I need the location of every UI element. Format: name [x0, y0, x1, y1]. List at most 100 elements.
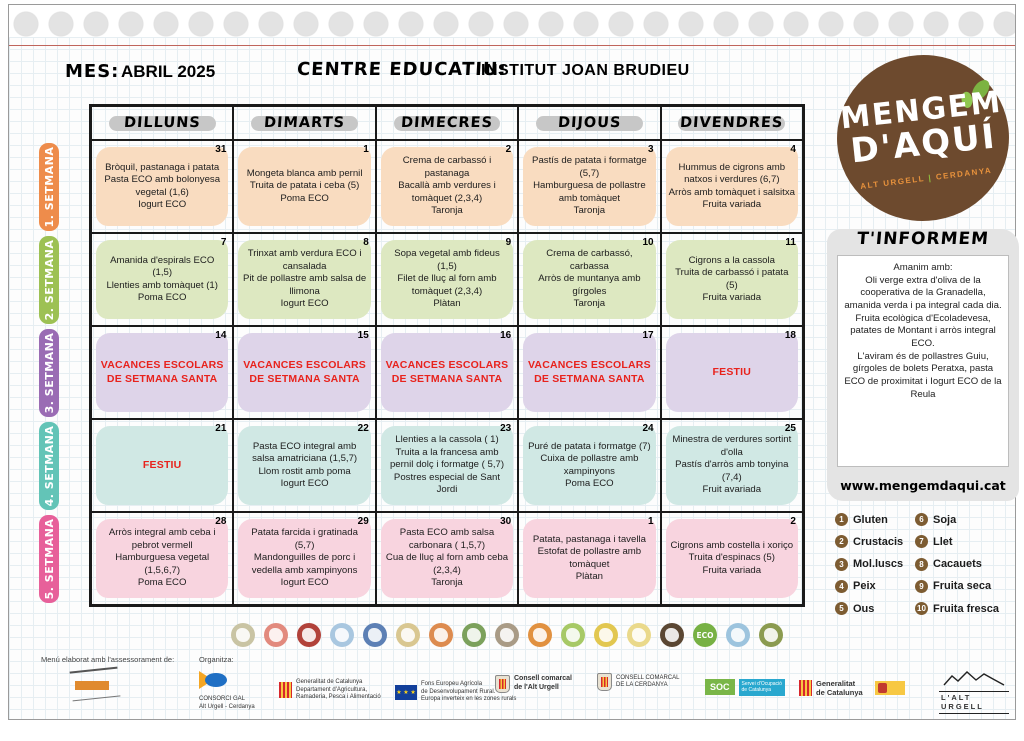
menu-text: Hummus de cigrons amb natxos i verdures …	[668, 161, 795, 210]
menu-cell-w5-d29: 29 Patata farcida i gratinada (5,7) Mando…	[233, 512, 376, 605]
organitza-block: Organitza: CONSORCI GAL Alt Urgell - Cer…	[199, 655, 255, 711]
legumes-icon	[495, 623, 519, 647]
advisor-label: Menú elaborat amb l'assessorament de:	[41, 655, 175, 664]
legend-item: 3 Mol.luscs	[835, 556, 915, 573]
allergen-label: Mol.luscs	[853, 558, 904, 570]
day-number: 11	[785, 237, 796, 248]
menu-cell-w1-d31: 31 Bròquil, pastanaga i patata Pasta ECO …	[91, 140, 234, 233]
menu-text: Patata farcida i gratinada (5,7) Mandong…	[251, 527, 358, 589]
graph-paper: MES: ABRIL 2025 CENTRE EDUCATIU: INSTITU…	[9, 37, 1019, 719]
day-number: 3	[648, 144, 654, 155]
logo-subtitle: ALT URGELL | CERDANYA	[859, 165, 993, 191]
cerdanya-crest-icon	[597, 673, 612, 691]
menu-cell-w4-d22: 22 Pasta ECO integral amb salsa amatricia…	[233, 419, 376, 512]
day-number: 16	[500, 330, 512, 341]
day-number: 15	[357, 330, 369, 341]
herbs-icon	[660, 623, 684, 647]
allergen-label: Fruita fresca	[933, 602, 1000, 615]
month-value: ABRIL 2025	[121, 62, 216, 81]
menu-cell-w4-d24: 24 Puré de patata i formatge (7) Cuixa de…	[518, 419, 661, 512]
senyera-icon	[279, 682, 292, 699]
legend-item: 5 Ous	[835, 600, 915, 617]
pasta-icon	[396, 623, 420, 647]
consorci-text: CONSORCI GAL Alt Urgell - Cerdanya	[199, 696, 255, 710]
menu-cell-w5-d30: 30 Pasta ECO amb salsa carbonara ( 1,5,7)…	[375, 512, 519, 605]
pear-icon	[594, 623, 618, 647]
menu-text: Trinxat amb verdura ECO i cansalada Pit …	[243, 248, 367, 310]
menu-cell-w3-d18: 18 FESTIU	[660, 326, 803, 419]
organitza-label: Organitza:	[199, 655, 234, 664]
allergen-number-badge: 2	[835, 535, 848, 549]
soc-text: Servei d'Ocupació de Catalunya	[738, 679, 785, 696]
soc-box: SOC	[705, 679, 735, 696]
dept-text: Generalitat de Catalunya Departament d'A…	[296, 679, 381, 700]
legend-item: 4 Peix	[835, 578, 915, 595]
menu-text: Pastís de patata i formatge (5,7) Hambur…	[532, 155, 647, 217]
poultry-icon	[528, 623, 552, 647]
day-number: 1	[363, 144, 369, 155]
day-number: 31	[215, 144, 227, 155]
allergen-number-badge: 7	[915, 535, 928, 549]
day-header-divendres: DIVENDRES	[660, 106, 803, 140]
day-number: 23	[500, 423, 512, 434]
allergen-number-badge: 8	[915, 557, 928, 571]
legend-item: 9 Fruita seca	[915, 578, 1021, 595]
oil-bottle-icon	[759, 623, 783, 647]
menu-cell-w3-d16: 16 VACANCES ESCOLARS DE SETMANA SANTA	[375, 326, 519, 419]
centre-value: INSTITUT JOAN BRUDIEU	[481, 62, 690, 79]
margin-line	[9, 45, 1015, 46]
day-number: 9	[505, 237, 512, 248]
allergen-label: Cacauets	[933, 558, 982, 570]
chicken-leg-icon	[264, 623, 288, 647]
alt-urgell-mountains-logo: L'ALT URGELL	[939, 669, 1009, 714]
menu-cell-w2-d7: 7 Amanida d'espirals ECO (1,5) Llenties a…	[91, 233, 234, 326]
header: MES: ABRIL 2025 CENTRE EDUCATIU: INSTITU…	[9, 59, 1015, 89]
day-header-dilluns: DILLUNS	[91, 106, 234, 140]
allergen-label: Ous	[853, 602, 875, 615]
day-number: 1	[648, 516, 654, 527]
menu-cell-w5-d28: 28 Arròs integral amb ceba i pebrot verme…	[91, 512, 234, 605]
menu-cell-w1-d2: 2 Crema de carbassó i pastanaga Bacallà a…	[375, 140, 519, 233]
broccoli-icon	[231, 623, 255, 647]
day-number: 7	[220, 237, 227, 248]
legend-item: 7 Llet	[915, 533, 1021, 550]
advisor-logo	[67, 667, 123, 701]
holiday-text: VACANCES ESCOLARS DE SETMANA SANTA	[100, 358, 224, 385]
menu-page: MES: ABRIL 2025 CENTRE EDUCATIU: INSTITU…	[8, 4, 1019, 720]
menu-cell-w2-d8: 8 Trinxat amb verdura ECO i cansalada Pit…	[233, 233, 376, 326]
day-number: 4	[790, 144, 796, 155]
info-body-box: Amanim amb: Oli verge extra d'oliva de l…	[837, 255, 1009, 467]
day-number: 24	[642, 423, 654, 434]
legend-item: 6 Soja	[915, 511, 1021, 528]
allergen-number-badge: 1	[835, 513, 848, 526]
info-title: T'INFORMEM	[856, 229, 990, 249]
menu-calendar: DILLUNS DIMARTS DIMECRES DIJOUS DIVENDRE…	[89, 104, 805, 607]
allergen-number-badge: 4	[835, 579, 848, 593]
footer-logos: Menú elaborat amb l'assessorament de: Or…	[27, 653, 1009, 741]
day-number: 28	[215, 516, 227, 527]
week-tab-3: 3. SETMANA	[39, 329, 59, 417]
legend-item: 8 Cacauets	[915, 556, 1021, 573]
menu-cell-w1-d4: 4 Hummus de cigrons amb natxos i verdures…	[660, 140, 803, 233]
menu-text: Bròquil, pastanaga i patata Pasta ECO am…	[104, 161, 221, 210]
month-label: MES:	[65, 61, 120, 82]
food-icon-row: ECO	[231, 623, 797, 647]
consell-cerdanya-logo: CONSELL COMARCAL DE LA CERDANYA	[597, 673, 679, 691]
menu-text: Pasta ECO amb salsa carbonara ( 1,5,7) C…	[385, 527, 509, 589]
menu-text: Amanida d'espirals ECO (1,5) Llenties am…	[106, 254, 218, 303]
allergen-label: Crustacis	[853, 535, 904, 548]
spain-crest-icon	[875, 681, 905, 695]
sardines-icon	[363, 623, 387, 647]
menu-text: Puré de patata i formatge (7) Cuixa de p…	[528, 440, 651, 489]
consell-alt-urgell-logo: Consell comarcal de l'Alt Urgell	[495, 675, 572, 693]
menu-cell-w1-d1: 1 Mongeta blanca amb pernil Truita de pat…	[233, 140, 376, 233]
menu-text: Pasta ECO integral amb salsa amatriciana…	[252, 440, 358, 489]
gencat-agricultura-logo: Generalitat de Catalunya Departament d'A…	[279, 679, 381, 702]
info-panel: T'INFORMEM Amanim amb: Oli verge extra d…	[827, 229, 1019, 501]
day-header-dimecres: DIMECRES	[375, 106, 519, 140]
day-number: 30	[500, 516, 512, 527]
allergen-label: Soja	[933, 513, 957, 526]
meat-icon	[297, 623, 321, 647]
allergen-number-badge: 9	[915, 579, 928, 593]
day-number: 22	[357, 423, 369, 434]
